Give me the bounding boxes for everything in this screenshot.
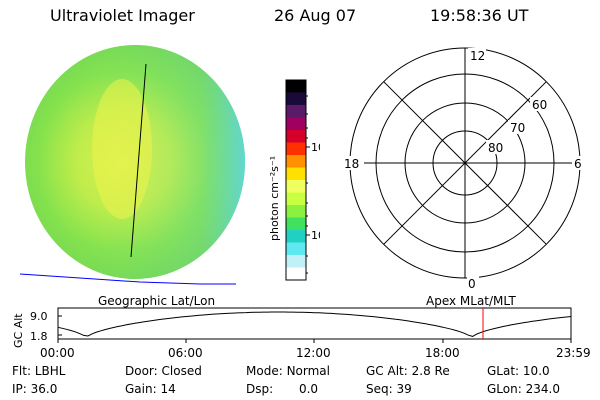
mlat-label-60: 60 xyxy=(532,98,547,112)
alt-xtick-1200: 12:00 xyxy=(296,346,331,360)
gc-altitude-plot: 9.0 1.8 GC Alt 00:00 06:00 12:00 18:00 2… xyxy=(12,307,591,360)
info-dsp: Dsp: 0.0 xyxy=(246,382,319,396)
colorbar-cell xyxy=(286,167,306,181)
image-panel-title: Geographic Lat/Lon xyxy=(98,294,216,308)
terminator-line xyxy=(130,63,147,258)
uv-earth-image xyxy=(19,45,245,285)
mlat-label-70: 70 xyxy=(510,121,525,135)
info-ip: IP: 36.0 xyxy=(12,382,58,396)
alt-xtick-2359: 23:59 xyxy=(556,346,591,360)
colorbar-cell xyxy=(286,155,306,168)
date-label: 26 Aug 07 xyxy=(274,6,357,25)
colorbar-cell xyxy=(286,217,306,231)
info-seq: Seq: 39 xyxy=(366,382,412,396)
info-door: Door: Closed xyxy=(125,364,202,378)
instrument-title: Ultraviolet Imager xyxy=(50,6,195,25)
mlt-label-6: 6 xyxy=(574,157,582,171)
color-scale-bar: 100 10 photon cm⁻²s⁻¹ xyxy=(268,79,320,281)
info-glon: GLon: 234.0 xyxy=(487,382,560,396)
mlt-diagonal-b xyxy=(383,81,547,245)
colorbar-cell xyxy=(286,105,306,118)
alt-ytick-9: 9.0 xyxy=(30,310,48,323)
altitude-curve xyxy=(57,311,572,337)
alt-xtick-1800: 18:00 xyxy=(425,346,460,360)
info-glat: GLat: 10.0 xyxy=(487,364,550,378)
colorbar-unit-label: photon cm⁻²s⁻¹ xyxy=(268,156,281,241)
colorbar-cell xyxy=(286,267,306,281)
mlt-label-18: 18 xyxy=(344,157,359,171)
polar-panel-title: Apex MLat/MLT xyxy=(426,294,516,308)
colorbar-cell xyxy=(286,242,306,256)
colorbar-cell xyxy=(286,255,306,268)
alt-xtick-0600: 06:00 xyxy=(168,346,203,360)
mlat-mlt-polar-plot: 12 18 6 0 60 70 80 xyxy=(340,47,586,291)
colorbar-cell xyxy=(286,192,306,206)
colorbar-cell xyxy=(286,130,306,143)
mlt-label-0: 0 xyxy=(468,277,476,291)
info-mode: Mode: Normal xyxy=(246,364,330,378)
colorbar-cell xyxy=(286,117,306,131)
alt-ytick-1-8: 1.8 xyxy=(30,330,48,343)
colorbar-cell xyxy=(286,80,306,93)
colorbar-tick-10: 10 xyxy=(311,229,320,242)
info-gain: Gain: 14 xyxy=(125,382,176,396)
colorbar-cell xyxy=(286,180,306,193)
time-label: 19:58:36 UT xyxy=(430,6,529,25)
colorbar-cell xyxy=(286,92,306,106)
colorbar-cell xyxy=(286,205,306,218)
info-gc-alt: GC Alt: 2.8 Re xyxy=(366,364,450,378)
mlt-label-12: 12 xyxy=(470,49,485,63)
colorbar-tick-100: 100 xyxy=(311,141,320,154)
alt-ylabel: GC Alt xyxy=(12,313,25,348)
colorbar-cell xyxy=(286,142,306,156)
alt-xtick-0000: 00:00 xyxy=(40,346,75,360)
info-filter: Flt: LBHL xyxy=(12,364,66,378)
colorbar-cell xyxy=(286,230,306,243)
horizon-line xyxy=(19,273,236,285)
mlat-label-80: 80 xyxy=(488,141,503,155)
